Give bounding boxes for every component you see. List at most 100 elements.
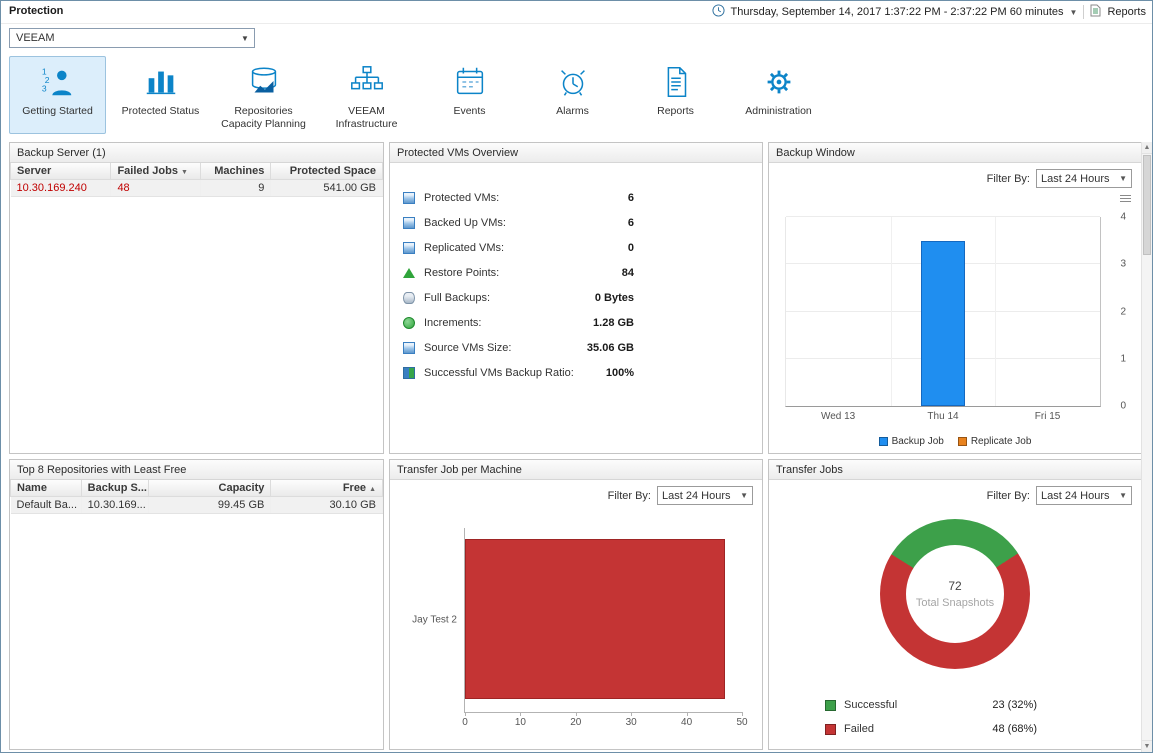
backup-server-table: Server Failed Jobs▼ Machines Protected S… xyxy=(10,163,383,197)
list-item: Full Backups: 0 Bytes xyxy=(390,285,762,310)
chevron-down-icon[interactable]: ▼ xyxy=(236,29,254,47)
scope-select[interactable]: VEEAM ▼ xyxy=(9,28,255,48)
y-axis-category-label: Jay Test 2 xyxy=(412,615,457,626)
panel-protected-vms-overview: Protected VMs Overview Protected VMs: 6 … xyxy=(389,142,763,454)
backup-window-filter-select[interactable]: Last 24 Hours ▼ xyxy=(1036,169,1132,188)
toolbar-item-administration[interactable]: Administration xyxy=(730,56,827,134)
alarms-icon xyxy=(553,62,593,102)
legend-item-successful: Successful 23 (32%) xyxy=(825,693,1037,717)
protected-vms-icon xyxy=(403,192,415,204)
column-header-machines[interactable]: Machines xyxy=(200,163,271,180)
transfer-jobs-donut[interactable]: 72 Total Snapshots xyxy=(880,519,1030,669)
chevron-down-icon: ▼ xyxy=(1119,174,1127,183)
table-row[interactable]: Default Ba... 10.30.169... 99.45 GB 30.1… xyxy=(11,497,383,514)
backed-up-vms-icon xyxy=(403,217,415,229)
increments-icon xyxy=(403,317,415,329)
legend-item-failed: Failed 48 (68%) xyxy=(825,717,1037,741)
panel-backup-window: Backup Window Filter By: Last 24 Hours ▼ xyxy=(768,142,1142,454)
panel-transfer-job-per-machine: Transfer Job per Machine Filter By: Last… xyxy=(389,459,763,750)
column-header-backup-server[interactable]: Backup S... xyxy=(81,480,148,497)
filter-by-label: Filter By: xyxy=(608,490,651,502)
name-cell[interactable]: Default Ba... xyxy=(11,497,82,514)
reports-icon xyxy=(1090,4,1101,20)
toolbar-item-events[interactable]: Events xyxy=(421,56,518,134)
backup-ratio-icon xyxy=(403,367,415,379)
capacity-cell[interactable]: 99.45 GB xyxy=(148,497,271,514)
toolbar-item-label: Reports xyxy=(657,105,694,118)
panel-title: Top 8 Repositories with Least Free xyxy=(10,460,383,480)
column-header-free[interactable]: Free▲ xyxy=(271,480,383,497)
list-item: Replicated VMs: 0 xyxy=(390,235,762,260)
replicate-job-swatch xyxy=(958,437,967,446)
protection-dashboard: { "window": { "title": "Protection", "da… xyxy=(0,0,1153,753)
transfer-jobs-legend: Successful 23 (32%) Failed 48 (68%) xyxy=(825,693,1037,741)
transfer-machine-filter-select[interactable]: Last 24 Hours ▼ xyxy=(657,486,753,505)
toolbar-item-repositories-capacity-planning[interactable]: Repositories Capacity Planning xyxy=(215,56,312,134)
replicated-vms-icon xyxy=(403,242,415,254)
backup-server-cell[interactable]: 10.30.169... xyxy=(81,497,148,514)
transfer-jobs-filter-select[interactable]: Last 24 Hours ▼ xyxy=(1036,486,1132,505)
list-item: Source VMs Size: 35.06 GB xyxy=(390,335,762,360)
failed-jobs-cell[interactable]: 48 xyxy=(111,180,200,197)
toolbar-item-reports[interactable]: Reports xyxy=(627,56,724,134)
backup-job-swatch xyxy=(879,437,888,446)
list-item: Successful VMs Backup Ratio: 100% xyxy=(390,360,762,385)
clock-icon xyxy=(712,4,725,20)
backup-window-chart[interactable]: 0 1 2 3 4 Wed 13 Thu 14 Fri 15 xyxy=(785,217,1101,407)
source-vms-size-icon xyxy=(403,342,415,354)
server-cell[interactable]: 10.30.169.240 xyxy=(11,180,111,197)
scrollbar-thumb[interactable] xyxy=(1143,155,1151,255)
panel-title: Backup Server (1) xyxy=(10,143,383,163)
x-axis-label: Thu 14 xyxy=(927,411,958,422)
reports-page-icon xyxy=(656,62,696,102)
toolbar-item-protected-status[interactable]: Protected Status xyxy=(112,56,209,134)
column-header-server[interactable]: Server xyxy=(11,163,111,180)
protected-vms-stat-list: Protected VMs: 6 Backed Up VMs: 6 Replic… xyxy=(390,163,762,385)
panel-title: Transfer Jobs xyxy=(769,460,1141,480)
column-header-capacity[interactable]: Capacity xyxy=(148,480,271,497)
getting-started-icon: 1 2 3 xyxy=(38,62,78,102)
time-range-label[interactable]: Thursday, September 14, 2017 1:37:22 PM … xyxy=(731,6,1064,18)
panel-top-repositories: Top 8 Repositories with Least Free Name … xyxy=(9,459,384,750)
veeam-infrastructure-icon xyxy=(347,62,387,102)
events-icon xyxy=(450,62,490,102)
x-axis-label: Fri 15 xyxy=(1035,411,1061,422)
scope-select-value: VEEAM xyxy=(16,32,55,44)
repositories-table: Name Backup S... Capacity Free▲ Default … xyxy=(10,480,383,514)
administration-gear-icon xyxy=(759,62,799,102)
scroll-up-arrow[interactable]: ▲ xyxy=(1142,142,1152,154)
table-row[interactable]: 10.30.169.240 48 9 541.00 GB xyxy=(11,180,383,197)
toolbar-item-label: Events xyxy=(453,105,485,118)
column-header-protected-space[interactable]: Protected Space xyxy=(271,163,383,180)
backup-job-bar[interactable] xyxy=(921,241,965,406)
restore-points-icon xyxy=(403,268,415,278)
successful-swatch xyxy=(825,700,836,711)
reports-button[interactable]: Reports xyxy=(1107,6,1146,18)
toolbar-item-alarms[interactable]: Alarms xyxy=(524,56,621,134)
transfer-machine-chart[interactable]: Jay Test 2 0 10 20 30 40 50 xyxy=(464,528,742,713)
chevron-down-icon: ▼ xyxy=(1119,491,1127,500)
transfer-machine-bar[interactable] xyxy=(465,539,725,699)
machines-cell[interactable]: 9 xyxy=(200,180,271,197)
panel-title: Protected VMs Overview xyxy=(390,143,762,163)
free-cell[interactable]: 30.10 GB xyxy=(271,497,383,514)
protected-space-cell[interactable]: 541.00 GB xyxy=(271,180,383,197)
toolbar-item-getting-started[interactable]: 1 2 3 Getting Started xyxy=(9,56,106,134)
list-item: Restore Points: 84 xyxy=(390,260,762,285)
panel-transfer-jobs: Transfer Jobs Filter By: Last 24 Hours ▼… xyxy=(768,459,1142,750)
vertical-scrollbar[interactable]: ▲ ▼ xyxy=(1141,142,1152,752)
scroll-down-arrow[interactable]: ▼ xyxy=(1142,740,1152,752)
column-header-failed-jobs[interactable]: Failed Jobs▼ xyxy=(111,163,200,180)
chart-menu-icon[interactable] xyxy=(1120,195,1131,203)
donut-center: 72 Total Snapshots xyxy=(906,545,1004,643)
toolbar-item-label: Protected Status xyxy=(122,105,200,118)
page-title: Protection xyxy=(9,5,63,17)
list-item: Protected VMs: 6 xyxy=(390,185,762,210)
toolbar-item-label: Administration xyxy=(745,105,812,118)
column-header-name[interactable]: Name xyxy=(11,480,82,497)
toolbar-item-veeam-infrastructure[interactable]: VEEAM Infrastructure xyxy=(318,56,415,134)
list-item: Backed Up VMs: 6 xyxy=(390,210,762,235)
time-range-dropdown-arrow[interactable]: ▼ xyxy=(1070,8,1078,17)
filter-by-label: Filter By: xyxy=(987,490,1030,502)
toolbar-item-label: VEEAM Infrastructure xyxy=(319,105,414,130)
